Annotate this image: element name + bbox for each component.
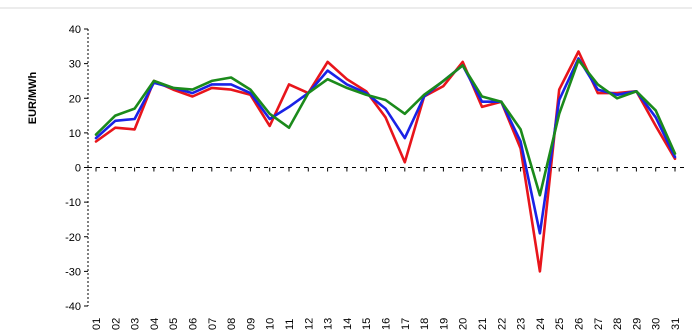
y-tick-label: 0 [75, 163, 81, 175]
x-tick-label: 22 [496, 318, 508, 330]
x-tick-label: 07 [207, 318, 219, 330]
x-tick-label: 26 [574, 318, 586, 330]
x-tick-label: 31 [670, 318, 682, 330]
x-tick-label: 12 [303, 318, 315, 330]
series-line-2 [94, 57, 677, 235]
x-tick-label: 29 [631, 318, 643, 330]
x-tick-label: 16 [381, 318, 393, 330]
y-tick-label: 40 [69, 24, 81, 36]
x-tick-label: 13 [323, 318, 335, 330]
x-tick-label: 10 [265, 318, 277, 330]
y-tick-label: 20 [69, 93, 81, 105]
x-tick-label: 08 [226, 318, 238, 330]
x-tick-label: 17 [400, 318, 412, 330]
x-tick-label: 05 [168, 318, 180, 330]
x-tick-label: 04 [149, 318, 161, 330]
x-tick-label: 28 [612, 318, 624, 330]
x-tick-label: 14 [342, 318, 354, 330]
x-tick-label: 21 [477, 318, 489, 330]
series-line-1 [94, 50, 677, 273]
y-tick-label: -20 [65, 232, 81, 244]
y-tick-label: -30 [65, 266, 81, 278]
x-tick-label: 01 [91, 318, 103, 330]
x-tick-label: 03 [130, 318, 142, 330]
x-tick-label: 30 [651, 318, 663, 330]
x-tick-label: 19 [438, 318, 450, 330]
x-tick-label: 27 [593, 318, 605, 330]
series-lines [94, 50, 677, 273]
x-tick-label: 06 [188, 318, 200, 330]
y-tick-label: -10 [65, 197, 81, 209]
x-tick-label: 02 [110, 318, 122, 330]
y-tick-label: 30 [69, 59, 81, 71]
x-tick-label: 15 [361, 318, 373, 330]
x-tick-label: 23 [516, 318, 528, 330]
y-axis-title: EUR/MWh [27, 71, 39, 124]
x-axis: 01 02 03 04 05 06 07 08 09 10 11 12 13 14 15 16 17 18 19 20… [88, 167, 686, 330]
x-tick-label: 09 [245, 318, 257, 330]
y-tick-label: -40 [65, 301, 81, 313]
x-tick-label: 18 [419, 318, 431, 330]
x-tick-label: 24 [535, 318, 547, 330]
x-tick-label: 11 [284, 319, 296, 330]
y-axis: 40 30 20 10 0 -10 -20 -30 -40 [65, 24, 89, 313]
y-tick-label: 10 [69, 128, 81, 140]
x-tick-label: 20 [458, 318, 470, 330]
x-tick-label: 25 [554, 318, 566, 330]
series-line-3 [94, 58, 677, 197]
